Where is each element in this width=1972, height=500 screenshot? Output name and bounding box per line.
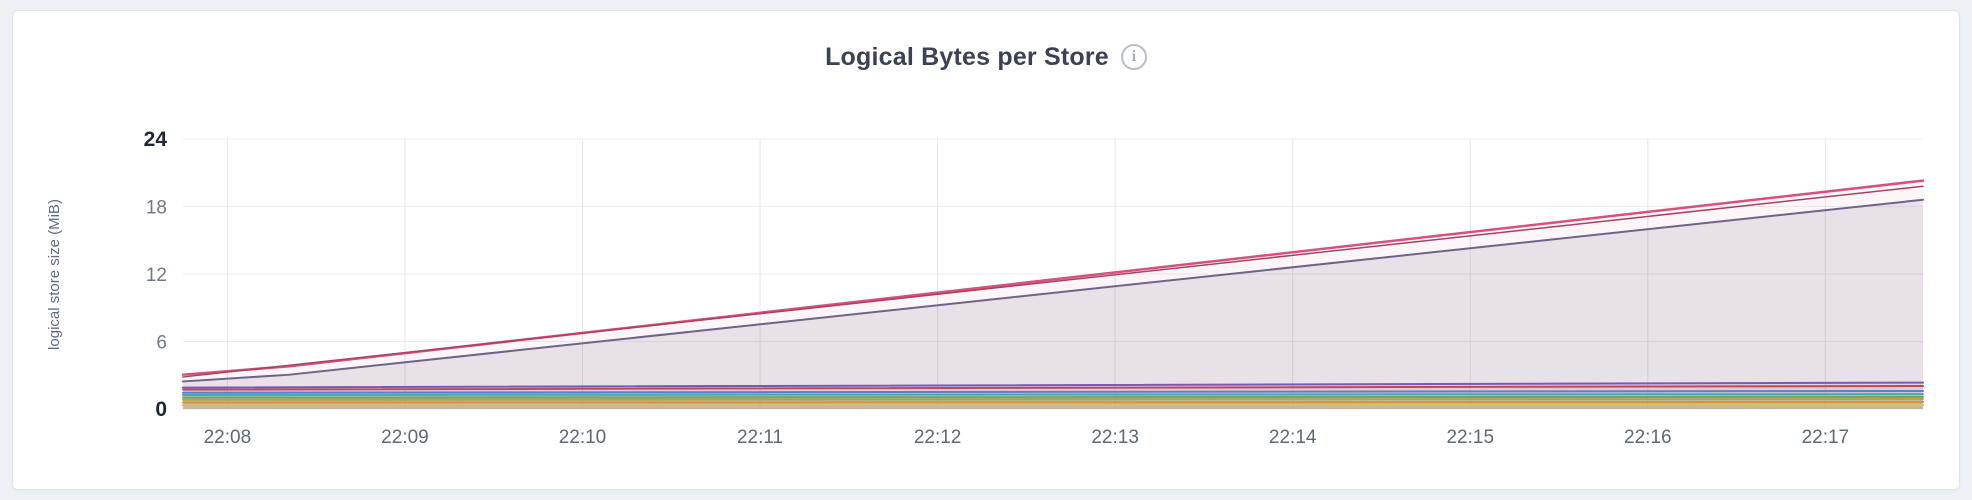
series-line	[182, 185, 1924, 378]
y-tick-label: 0	[155, 398, 167, 421]
series-area	[183, 199, 1923, 409]
y-axis-label-text: logical store size (MiB)	[45, 198, 63, 350]
y-tick-label: 24	[144, 128, 168, 151]
chart-title: Logical Bytes per Store	[825, 42, 1109, 71]
series-line	[182, 395, 1924, 399]
series-lines	[181, 179, 1925, 407]
y-axis-label: logical store size (MiB)	[41, 139, 67, 409]
chart-card: Logical Bytes per Store i logical store …	[12, 10, 1960, 490]
x-tick-label: 22:16	[1624, 427, 1672, 448]
x-tick-label: 22:09	[381, 427, 429, 448]
grid-lines	[183, 138, 1923, 410]
x-tick-label: 22:17	[1802, 427, 1850, 448]
y-tick-label: 18	[146, 198, 167, 219]
x-tick-label: 22:13	[1091, 427, 1139, 448]
y-tick-label: 6	[156, 333, 167, 354]
x-tick-label: 22:10	[559, 427, 607, 448]
series-line	[182, 198, 1924, 383]
x-tick-labels: 22:08 22:09 22:10 22:11 22:12 22:13 22:14 22:15…	[204, 427, 1850, 448]
chart-area: logical store size (MiB) 22:08 22:09 22:10…	[13, 89, 1959, 489]
x-tick-label: 22:12	[914, 427, 962, 448]
info-icon[interactable]: i	[1120, 44, 1147, 70]
series-line	[181, 179, 1925, 376]
x-tick-label: 22:08	[204, 427, 252, 448]
series-line	[182, 390, 1924, 394]
series-line	[182, 398, 1924, 401]
x-tick-label: 22:15	[1446, 427, 1494, 448]
series-area	[183, 180, 1923, 409]
series-line	[182, 393, 1924, 396]
series-line	[182, 384, 1924, 391]
x-tick-label: 22:11	[737, 427, 783, 448]
y-tick-labels: 0 6 12 18 24	[144, 128, 168, 421]
y-tick-label: 12	[146, 265, 167, 286]
x-tick-label: 22:14	[1269, 427, 1317, 448]
series-line	[182, 381, 1924, 389]
chart-header: Logical Bytes per Store i	[13, 39, 1959, 75]
line-chart: 22:08 22:09 22:10 22:11 22:12 22:13 22:14 22:15…	[144, 128, 1925, 448]
